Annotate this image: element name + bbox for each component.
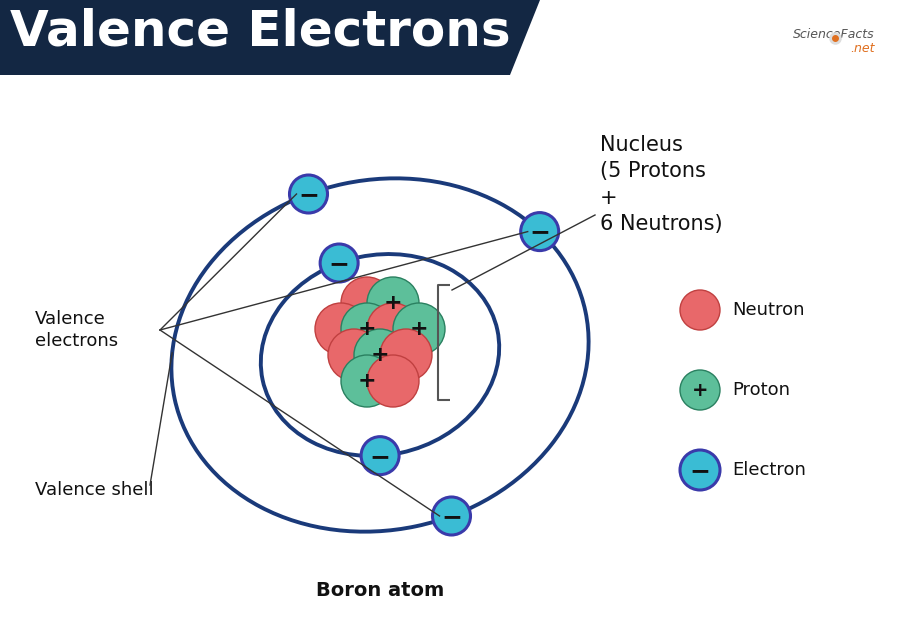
Circle shape — [361, 436, 399, 475]
Circle shape — [315, 303, 367, 355]
Text: +: + — [357, 371, 376, 391]
Text: Electron: Electron — [732, 461, 806, 479]
Circle shape — [341, 303, 393, 355]
Circle shape — [320, 244, 358, 282]
Circle shape — [367, 277, 419, 329]
Text: ScienceFacts: ScienceFacts — [794, 29, 875, 42]
Circle shape — [680, 290, 720, 330]
Circle shape — [680, 370, 720, 410]
Text: Valence
electrons: Valence electrons — [35, 310, 118, 350]
Text: −: − — [328, 252, 349, 276]
Text: .net: .net — [850, 42, 875, 55]
Circle shape — [341, 355, 393, 407]
Text: Boron atom: Boron atom — [316, 580, 444, 600]
Text: −: − — [298, 183, 319, 207]
Circle shape — [354, 329, 406, 381]
Circle shape — [433, 497, 471, 535]
Text: Proton: Proton — [732, 381, 790, 399]
Polygon shape — [0, 0, 540, 75]
Circle shape — [393, 303, 445, 355]
Circle shape — [521, 213, 559, 250]
Text: −: − — [370, 445, 391, 469]
Circle shape — [367, 303, 419, 355]
Circle shape — [328, 329, 380, 381]
Text: +: + — [410, 319, 428, 339]
Text: Valence Electrons: Valence Electrons — [10, 7, 510, 55]
Text: Neutron: Neutron — [732, 301, 805, 319]
Text: −: − — [441, 505, 462, 529]
Text: +: + — [692, 381, 708, 399]
Text: +: + — [383, 293, 402, 313]
Circle shape — [290, 175, 328, 213]
Text: −: − — [689, 459, 710, 483]
Text: +: + — [371, 345, 390, 365]
Circle shape — [680, 450, 720, 490]
Text: Valence shell: Valence shell — [35, 481, 154, 499]
Circle shape — [341, 277, 393, 329]
Circle shape — [367, 355, 419, 407]
Text: Nucleus
(5 Protons
+
6 Neutrons): Nucleus (5 Protons + 6 Neutrons) — [600, 135, 723, 234]
Text: +: + — [357, 319, 376, 339]
Circle shape — [380, 329, 432, 381]
Text: −: − — [529, 221, 550, 245]
